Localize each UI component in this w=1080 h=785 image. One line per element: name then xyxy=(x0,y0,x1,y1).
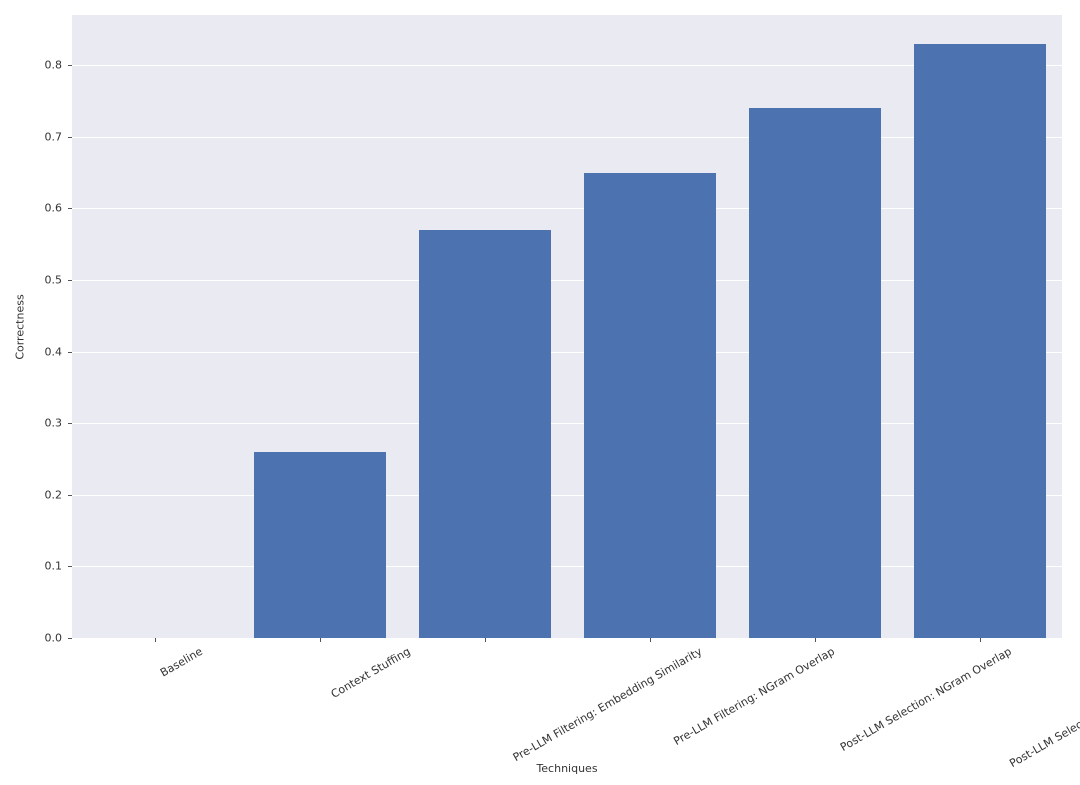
plot-area xyxy=(72,15,1062,638)
bar xyxy=(419,230,551,638)
bar xyxy=(254,452,386,638)
ytick-label: 0.1 xyxy=(0,560,62,573)
xtick-mark xyxy=(815,638,816,642)
correctness-bar-chart: Correctness Techniques 0.00.10.20.30.40.… xyxy=(0,0,1080,785)
gridline xyxy=(72,638,1062,639)
xtick-mark xyxy=(155,638,156,642)
xtick-label: Post-LLM Selection: Embedding Similarity xyxy=(1007,645,1080,770)
ytick-label: 0.2 xyxy=(0,488,62,501)
ytick-label: 0.8 xyxy=(0,59,62,72)
ytick-mark xyxy=(68,495,72,496)
xtick-mark xyxy=(980,638,981,642)
xtick-mark xyxy=(485,638,486,642)
xtick-mark xyxy=(320,638,321,642)
ytick-mark xyxy=(68,280,72,281)
ytick-label: 0.5 xyxy=(0,273,62,286)
xtick-label: Pre-LLM Filtering: Embedding Similarity xyxy=(510,645,704,764)
ytick-mark xyxy=(68,423,72,424)
ytick-mark xyxy=(68,137,72,138)
xtick-label: Post-LLM Selection: NGram Overlap xyxy=(837,645,1013,754)
ytick-mark xyxy=(68,65,72,66)
ytick-label: 0.6 xyxy=(0,202,62,215)
bar xyxy=(914,44,1046,638)
ytick-label: 0.7 xyxy=(0,130,62,143)
ytick-mark xyxy=(68,352,72,353)
xtick-label: Baseline xyxy=(157,645,204,680)
x-axis-label: Techniques xyxy=(536,762,597,775)
ytick-mark xyxy=(68,566,72,567)
bar xyxy=(749,108,881,638)
xtick-label: Context Stuffing xyxy=(328,645,412,701)
xtick-mark xyxy=(650,638,651,642)
ytick-mark xyxy=(68,208,72,209)
ytick-mark xyxy=(68,638,72,639)
bar xyxy=(584,173,716,638)
ytick-label: 0.3 xyxy=(0,417,62,430)
ytick-label: 0.0 xyxy=(0,632,62,645)
ytick-label: 0.4 xyxy=(0,345,62,358)
